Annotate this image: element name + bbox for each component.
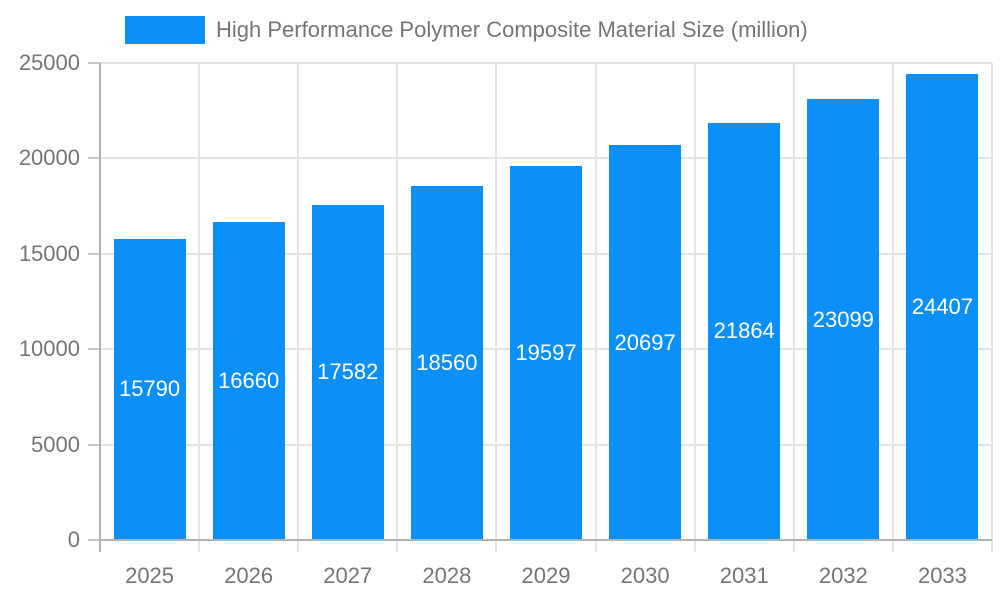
y-tick-label: 15000	[18, 240, 80, 266]
bar-value-label: 17582	[317, 359, 379, 385]
bar-value-label: 23099	[812, 306, 874, 332]
x-tick-label-2029: 2029	[521, 563, 571, 588]
gridline-v	[495, 63, 498, 552]
y-tick-label: 0	[67, 527, 80, 552]
y-tick-label: 10000	[18, 336, 80, 362]
gridline-v	[297, 63, 300, 552]
y-axis-tick	[88, 443, 100, 446]
gridline-h	[100, 157, 992, 160]
bar-value-label: 19597	[515, 340, 577, 366]
gridline-v	[198, 63, 201, 552]
y-axis-line	[99, 63, 101, 552]
bar-2028[interactable]: 18560	[410, 185, 483, 540]
legend[interactable]: High Performance Polymer Composite Mater…	[125, 16, 808, 44]
gridline-v	[693, 63, 696, 552]
y-axis-tick	[88, 252, 100, 255]
bar-value-label: 16660	[218, 368, 280, 394]
bar-value-label: 15790	[118, 376, 181, 402]
y-axis-tick	[88, 62, 100, 64]
bar-value-label: 18560	[416, 349, 478, 375]
x-tick-label-2025: 2025	[125, 563, 175, 588]
bar-2027[interactable]: 17582	[311, 204, 384, 540]
legend-label: High Performance Polymer Composite Mater…	[216, 17, 808, 42]
y-tick-label: 5000	[31, 431, 80, 457]
bar-2032[interactable]: 23099	[807, 99, 880, 540]
y-tick-label: 25000	[18, 50, 80, 75]
gridline-v	[594, 63, 597, 552]
x-tick-label-2027: 2027	[323, 563, 373, 588]
x-tick-label-2028: 2028	[422, 563, 472, 588]
y-axis-tick	[88, 539, 100, 541]
bar-2025[interactable]: 15790	[113, 238, 186, 540]
x-tick-label-2031: 2031	[719, 563, 769, 588]
bar-value-label: 20697	[614, 329, 676, 355]
bar-2029[interactable]: 19597	[510, 166, 582, 540]
x-tick-label-2033: 2033	[917, 563, 967, 588]
y-axis-tick	[88, 157, 100, 160]
x-tick-label-2030: 2030	[620, 563, 670, 588]
bar-2030[interactable]: 20697	[609, 145, 682, 540]
y-tick-label: 20000	[18, 145, 80, 171]
bar-2031[interactable]: 21864	[708, 122, 781, 540]
gridline-v	[792, 63, 795, 552]
gridline-v	[396, 63, 399, 552]
gridline-h	[100, 62, 992, 64]
bar-2026[interactable]: 16660	[212, 222, 285, 540]
bar-value-label: 24407	[911, 294, 974, 320]
gridline-v	[991, 63, 993, 552]
x-tick-label-2032: 2032	[818, 563, 868, 588]
gridline-v	[891, 63, 894, 552]
bar-value-label: 21864	[713, 318, 775, 344]
x-tick-label-2026: 2026	[224, 563, 274, 588]
y-axis-tick	[88, 348, 100, 351]
x-axis-line	[99, 539, 992, 541]
bar-2033[interactable]: 24407	[906, 74, 979, 540]
legend-swatch[interactable]	[125, 16, 205, 44]
